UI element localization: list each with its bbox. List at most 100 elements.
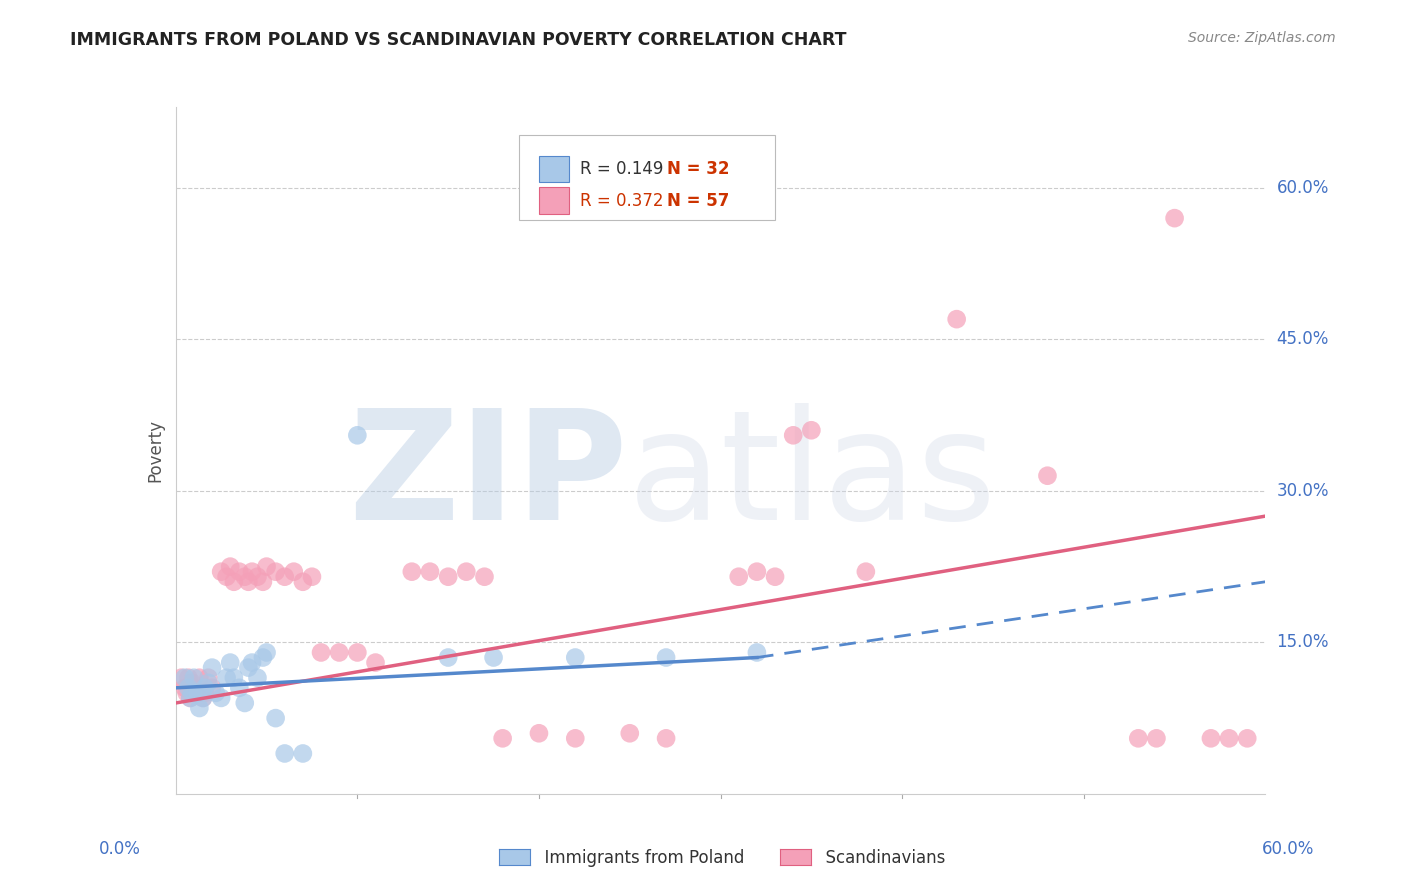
Point (745, 645, 768, 659)
Point (201, 681, 224, 695)
Point (364, 656, 387, 670)
Point (222, 574, 245, 589)
Point (194, 681, 217, 695)
Point (346, 428, 368, 442)
Point (204, 686, 226, 700)
Point (215, 671, 238, 685)
Point (179, 690, 201, 705)
Point (1163, 211, 1185, 226)
Point (197, 675, 219, 690)
Point (655, 650, 678, 665)
Point (264, 711, 287, 725)
Point (800, 423, 823, 437)
Text: N = 57: N = 57 (668, 192, 730, 210)
Point (228, 565, 250, 579)
Point (437, 650, 460, 665)
Point (1199, 731, 1222, 746)
Point (191, 690, 214, 705)
Point (564, 731, 586, 746)
Point (1146, 731, 1168, 746)
Text: 60.0%: 60.0% (1263, 840, 1315, 858)
Point (238, 574, 260, 589)
Point (252, 650, 274, 665)
Point (763, 570, 786, 584)
Point (173, 671, 195, 685)
Text: 15.0%: 15.0% (1277, 633, 1329, 651)
Point (222, 671, 245, 685)
Point (201, 660, 224, 674)
Point (283, 565, 305, 579)
Point (492, 731, 515, 746)
Text: ZIP: ZIP (349, 403, 628, 552)
Point (527, 726, 550, 740)
Text: 45.0%: 45.0% (1277, 330, 1329, 349)
Point (186, 686, 209, 700)
Point (177, 671, 200, 685)
Point (233, 696, 256, 710)
Point (256, 645, 278, 659)
Text: N = 32: N = 32 (668, 160, 730, 178)
Point (209, 690, 232, 705)
Point (782, 428, 804, 442)
Point (179, 690, 201, 705)
Point (1218, 731, 1240, 746)
Point (219, 559, 242, 574)
Point (619, 726, 641, 740)
Point (437, 570, 460, 584)
Point (401, 565, 423, 579)
Point (655, 731, 678, 746)
Point (181, 686, 204, 700)
Text: Immigrants from Poland: Immigrants from Poland (534, 849, 745, 867)
FancyBboxPatch shape (519, 135, 775, 220)
Point (264, 565, 287, 579)
Point (727, 570, 749, 584)
Point (170, 671, 193, 685)
Text: R = 0.149: R = 0.149 (581, 160, 664, 178)
Point (564, 650, 586, 665)
Point (1236, 731, 1258, 746)
Point (419, 565, 441, 579)
Point (1036, 468, 1059, 483)
Point (188, 701, 211, 715)
Point (191, 690, 214, 705)
Point (291, 574, 314, 589)
Point (945, 312, 967, 326)
Point (301, 570, 323, 584)
Point (183, 681, 205, 695)
Point (186, 686, 209, 700)
Text: atlas: atlas (628, 403, 997, 552)
Text: IMMIGRANTS FROM POLAND VS SCANDINAVIAN POVERTY CORRELATION CHART: IMMIGRANTS FROM POLAND VS SCANDINAVIAN P… (70, 31, 846, 49)
Point (252, 574, 274, 589)
Point (1128, 731, 1150, 746)
Point (246, 671, 269, 685)
Point (309, 645, 332, 659)
Point (291, 747, 314, 761)
Point (328, 645, 350, 659)
Bar (538, 156, 569, 182)
Text: 30.0%: 30.0% (1277, 482, 1329, 500)
Y-axis label: Poverty: Poverty (146, 419, 165, 482)
Point (274, 570, 297, 584)
Point (456, 565, 478, 579)
Point (215, 570, 238, 584)
Point (181, 675, 204, 690)
Point (246, 570, 269, 584)
Point (233, 570, 256, 584)
Point (177, 681, 200, 695)
Point (240, 565, 263, 579)
Point (176, 686, 198, 700)
Point (274, 747, 297, 761)
Text: R = 0.372: R = 0.372 (581, 192, 664, 210)
Point (855, 565, 877, 579)
Point (183, 671, 205, 685)
Point (209, 565, 232, 579)
Point (194, 686, 217, 700)
Point (474, 570, 496, 584)
Point (219, 656, 242, 670)
Text: 0.0%: 0.0% (98, 840, 141, 858)
Point (188, 671, 211, 685)
Point (238, 660, 260, 674)
Point (346, 645, 368, 659)
Text: 60.0%: 60.0% (1277, 178, 1329, 197)
Point (228, 681, 250, 695)
